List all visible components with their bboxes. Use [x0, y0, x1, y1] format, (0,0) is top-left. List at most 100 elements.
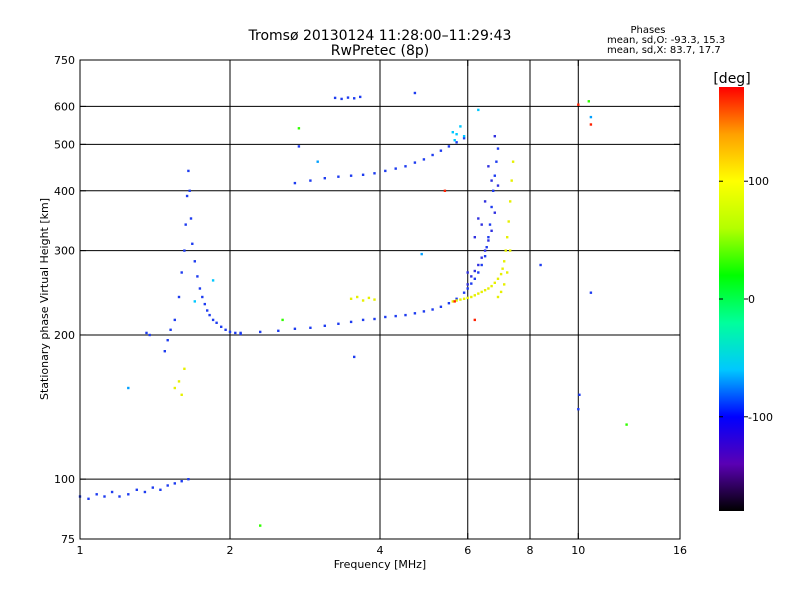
data-point — [183, 249, 186, 252]
data-point — [148, 333, 151, 337]
data-point — [215, 321, 218, 324]
data-point — [361, 173, 365, 176]
data-point — [487, 239, 490, 242]
data-point — [431, 153, 434, 157]
x-tick-label: 8 — [527, 544, 534, 557]
data-point — [473, 269, 476, 273]
data-point — [466, 283, 469, 286]
data-points — [78, 91, 628, 527]
data-point — [127, 493, 130, 496]
data-point — [323, 324, 326, 327]
data-point — [367, 296, 371, 300]
data-point — [455, 299, 458, 302]
data-point — [353, 355, 356, 359]
data-point — [483, 200, 487, 203]
data-point — [487, 236, 490, 239]
data-point — [422, 158, 426, 161]
data-point — [193, 300, 196, 303]
data-point — [404, 165, 407, 168]
x-tick-label: 6 — [464, 544, 471, 557]
data-point — [203, 302, 206, 306]
y-tick-label: 100 — [54, 473, 75, 486]
data-point — [361, 299, 365, 302]
data-point — [169, 328, 172, 331]
x-tick-label: 2 — [227, 544, 234, 557]
data-point — [220, 325, 223, 328]
data-point — [349, 297, 353, 300]
data-point — [455, 133, 458, 136]
data-point — [506, 236, 509, 239]
data-point — [184, 223, 187, 226]
data-point — [480, 263, 483, 267]
data-point — [422, 310, 426, 313]
data-point — [356, 295, 359, 299]
data-point — [466, 287, 469, 290]
data-point — [349, 174, 353, 177]
data-point — [439, 149, 443, 152]
data-point — [127, 386, 130, 390]
data-point — [143, 490, 147, 494]
data-point — [496, 277, 500, 280]
data-point — [293, 327, 297, 330]
colorbar-tick-label: 0 — [748, 293, 755, 306]
data-point — [145, 331, 148, 335]
data-point — [495, 160, 498, 163]
data-point — [503, 283, 506, 286]
data-point — [211, 318, 215, 322]
data-point — [359, 95, 362, 99]
data-point — [185, 194, 189, 198]
y-tick-label: 75 — [61, 533, 75, 546]
data-point — [483, 249, 487, 252]
data-point — [193, 260, 196, 263]
data-point — [118, 495, 121, 498]
data-point — [493, 174, 496, 177]
data-point — [187, 169, 190, 173]
colorbar-label: [deg] — [713, 71, 750, 87]
data-point — [577, 408, 580, 411]
data-point — [166, 339, 169, 342]
axis-ticks: 1 2 4 6 8 10 16 75 100 200 300 400 500 600 750 — [54, 54, 687, 557]
data-point — [413, 161, 417, 164]
data-point — [340, 97, 343, 101]
y-tick-label: 400 — [54, 185, 75, 198]
data-point — [187, 478, 190, 481]
y-tick-label: 750 — [54, 54, 75, 67]
data-point — [496, 184, 500, 187]
data-point — [473, 277, 476, 280]
data-point — [493, 211, 496, 214]
data-point — [510, 179, 513, 182]
data-point — [188, 189, 191, 192]
data-point — [135, 488, 138, 491]
data-point — [499, 272, 503, 276]
data-point — [477, 217, 480, 220]
data-point — [589, 291, 593, 294]
data-point — [198, 287, 202, 290]
data-point — [470, 295, 473, 299]
x-tick-label: 4 — [377, 544, 384, 557]
data-point — [413, 91, 417, 95]
grid-lines — [80, 60, 680, 539]
data-point — [87, 497, 90, 500]
data-point — [333, 96, 337, 100]
x-tick-label: 1 — [77, 544, 84, 557]
data-point — [470, 275, 473, 278]
data-point — [346, 96, 350, 99]
data-point — [337, 322, 340, 325]
data-point — [462, 291, 466, 294]
data-point — [361, 318, 365, 322]
data-point — [477, 108, 480, 112]
data-point — [228, 330, 232, 334]
data-point — [473, 236, 476, 239]
data-point — [539, 263, 542, 267]
y-tick-label: 600 — [54, 100, 75, 113]
data-point — [501, 267, 504, 270]
data-point — [488, 223, 492, 226]
data-point — [504, 249, 507, 252]
data-point — [493, 281, 496, 284]
data-point — [309, 179, 312, 182]
data-point — [499, 290, 503, 294]
data-point — [384, 315, 387, 319]
stats-line-x: mean, sd,X: 83.7, 17.7 — [607, 45, 721, 56]
data-point — [483, 289, 487, 292]
